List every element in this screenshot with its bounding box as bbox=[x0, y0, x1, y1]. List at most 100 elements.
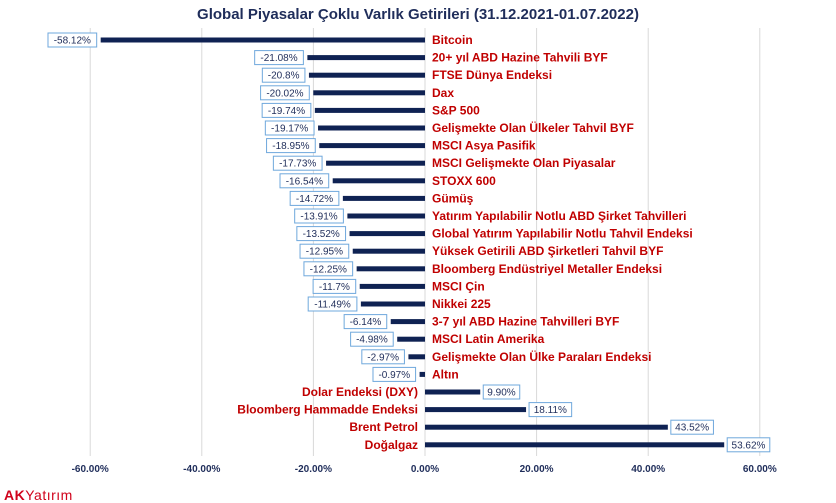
bar bbox=[359, 283, 425, 289]
bar bbox=[314, 107, 425, 113]
bar bbox=[307, 55, 425, 61]
category-label: S&P 500 bbox=[432, 103, 480, 117]
category-label: MSCI Latin Amerika bbox=[432, 332, 545, 346]
category-label: 20+ yıl ABD Hazine Tahvili BYF bbox=[432, 51, 608, 65]
category-label: Gelişmekte Olan Ülke Paraları Endeksi bbox=[432, 349, 651, 364]
bar bbox=[100, 37, 425, 43]
bar bbox=[313, 90, 425, 96]
category-label: MSCI Çin bbox=[432, 279, 485, 293]
svg-text:-0.97%: -0.97% bbox=[378, 370, 410, 381]
category-label: FTSE Dünya Endeksi bbox=[432, 68, 552, 82]
data-label: -20.02% bbox=[260, 85, 310, 101]
bar bbox=[342, 195, 425, 201]
data-label: -58.12% bbox=[47, 32, 98, 48]
bar bbox=[308, 72, 425, 78]
data-label: -18.95% bbox=[266, 138, 316, 154]
bar bbox=[425, 424, 668, 430]
bar bbox=[425, 442, 725, 448]
bar bbox=[425, 389, 481, 395]
category-label: Bloomberg Hammadde Endeksi bbox=[237, 403, 418, 417]
svg-text:-13.52%: -13.52% bbox=[303, 229, 340, 240]
data-label: -13.91% bbox=[294, 208, 344, 224]
svg-text:-12.25%: -12.25% bbox=[310, 264, 347, 275]
category-label: Gelişmekte Olan Ülkeler Tahvil BYF bbox=[432, 120, 634, 135]
category-label: STOXX 600 bbox=[432, 174, 496, 188]
svg-text:-12.95%: -12.95% bbox=[306, 247, 343, 258]
data-label: 43.52% bbox=[670, 419, 714, 435]
bar bbox=[419, 371, 425, 377]
data-label: -14.72% bbox=[289, 190, 340, 206]
data-label: -21.08% bbox=[254, 50, 304, 66]
svg-text:-13.91%: -13.91% bbox=[300, 212, 337, 223]
data-label: -12.95% bbox=[299, 243, 350, 259]
category-label: Gümüş bbox=[432, 191, 474, 205]
data-label: 53.62% bbox=[726, 437, 771, 453]
svg-text:-6.14%: -6.14% bbox=[350, 317, 382, 328]
data-label: -17.73% bbox=[272, 155, 323, 171]
svg-text:-18.95%: -18.95% bbox=[272, 141, 309, 152]
svg-text:-58.12%: -58.12% bbox=[54, 36, 91, 47]
brand-logo: AKYatırım bbox=[4, 487, 73, 503]
x-tick-label: 60.00% bbox=[743, 464, 777, 475]
category-label: MSCI Asya Pasifik bbox=[432, 139, 536, 153]
bar bbox=[349, 231, 425, 237]
data-label: -19.17% bbox=[264, 120, 315, 136]
data-label: -11.7% bbox=[312, 278, 357, 294]
svg-text:-11.7%: -11.7% bbox=[319, 282, 350, 293]
category-label: Dax bbox=[432, 86, 454, 100]
bar bbox=[390, 319, 425, 325]
category-label: Doğalgaz bbox=[365, 438, 418, 452]
bar bbox=[352, 248, 425, 254]
x-tick-label: 0.00% bbox=[411, 464, 439, 475]
category-label: Brent Petrol bbox=[349, 420, 418, 434]
chart-title: Global Piyasalar Çoklu Varlık Getirileri… bbox=[197, 6, 639, 23]
category-label: Altın bbox=[432, 367, 459, 381]
data-label: -20.8% bbox=[261, 67, 306, 83]
svg-text:43.52%: 43.52% bbox=[675, 423, 709, 434]
bar bbox=[425, 407, 527, 413]
data-label: 18.11% bbox=[528, 402, 573, 418]
x-tick-label: -20.00% bbox=[295, 464, 332, 475]
x-tick-label: -40.00% bbox=[183, 464, 220, 475]
x-tick-label: 40.00% bbox=[631, 464, 665, 475]
bar bbox=[356, 266, 425, 272]
x-tick-label: 20.00% bbox=[520, 464, 554, 475]
svg-text:18.11%: 18.11% bbox=[534, 405, 567, 416]
category-label: Yatırım Yapılabilir Notlu ABD Şirket Tah… bbox=[432, 209, 687, 223]
data-label: -16.54% bbox=[279, 173, 330, 189]
svg-text:-2.97%: -2.97% bbox=[367, 352, 399, 363]
data-label: 9.90% bbox=[482, 384, 521, 400]
bar bbox=[326, 160, 425, 166]
data-label: -2.97% bbox=[361, 349, 405, 365]
bar bbox=[397, 336, 425, 342]
category-label: Bitcoin bbox=[432, 33, 473, 47]
category-label: Global Yatırım Yapılabilir Notlu Tahvil … bbox=[432, 227, 693, 241]
svg-text:-17.73%: -17.73% bbox=[279, 159, 316, 170]
x-tick-label: -60.00% bbox=[72, 464, 109, 475]
grid bbox=[89, 28, 761, 456]
category-label: 3-7 yıl ABD Hazine Tahvilleri BYF bbox=[432, 315, 619, 329]
category-label: Yüksek Getirili ABD Şirketleri Tahvil BY… bbox=[432, 244, 663, 258]
data-label: -12.25% bbox=[303, 261, 354, 277]
bars bbox=[100, 37, 725, 448]
svg-text:-20.02%: -20.02% bbox=[266, 88, 303, 99]
svg-text:-20.8%: -20.8% bbox=[268, 71, 300, 82]
svg-text:9.90%: 9.90% bbox=[487, 388, 515, 399]
category-label: Dolar Endeksi (DXY) bbox=[302, 385, 418, 399]
category-label: MSCI Gelişmekte Olan Piyasalar bbox=[432, 156, 616, 170]
svg-text:-21.08%: -21.08% bbox=[260, 53, 297, 64]
svg-text:-4.98%: -4.98% bbox=[356, 335, 388, 346]
svg-text:-19.74%: -19.74% bbox=[268, 106, 305, 117]
data-label: -6.14% bbox=[343, 314, 388, 330]
category-label: Bloomberg Endüstriyel Metaller Endeksi bbox=[432, 262, 662, 276]
svg-text:-19.17%: -19.17% bbox=[271, 124, 308, 135]
bar bbox=[318, 125, 425, 131]
data-label: -19.74% bbox=[261, 102, 312, 118]
data-label: -0.97% bbox=[372, 366, 417, 382]
category-label: Nikkei 225 bbox=[432, 297, 491, 311]
data-label: -11.49% bbox=[307, 296, 358, 312]
bar bbox=[332, 178, 425, 184]
x-axis: -60.00% -40.00% -20.00% 0.00% 20.00% 40.00% 60… bbox=[72, 464, 777, 475]
labels: Bitcoin -58.12% 20+ yıl ABD Hazine Tahvili… bbox=[47, 32, 771, 453]
svg-text:-14.72%: -14.72% bbox=[296, 194, 333, 205]
